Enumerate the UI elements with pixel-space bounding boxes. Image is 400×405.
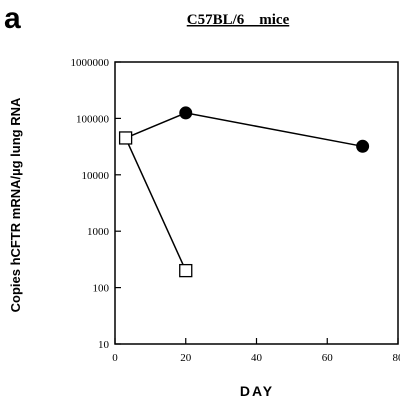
series-2-line [124,137,187,271]
y-axis-label: Copies hCFTR mRNA/µg lung RNA [8,97,23,312]
y-tick-label: 10 [98,339,110,351]
y-tick-label: 100000 [76,113,110,125]
series-1-point [179,106,193,120]
series-2-point [179,263,193,278]
series-markers [118,106,370,278]
series-1-point [356,139,370,153]
axis-ticks: 0 20 40 60 80 10 100 1000 10000 100000 1000000 [71,57,400,364]
x-tick-label: 20 [180,352,192,364]
y-tick-label: 1000000 [71,57,110,69]
x-tick-label: 0 [112,352,118,364]
series-2-point [118,131,133,145]
series-1-line [125,112,363,148]
y-tick-label: 10000 [82,170,110,182]
series-lines [124,112,363,271]
y-tick-label: 1000 [87,226,110,238]
plot-frame [114,61,399,345]
y-tick-label: 100 [93,283,110,295]
x-tick-label: 80 [393,352,400,364]
panel-letter: a [4,2,21,35]
x-tick-label: 60 [322,352,334,364]
x-tick-label: 40 [251,352,263,364]
chart-title: C57BL/6 mice [187,12,290,28]
x-axis-label: DAY [240,383,274,399]
